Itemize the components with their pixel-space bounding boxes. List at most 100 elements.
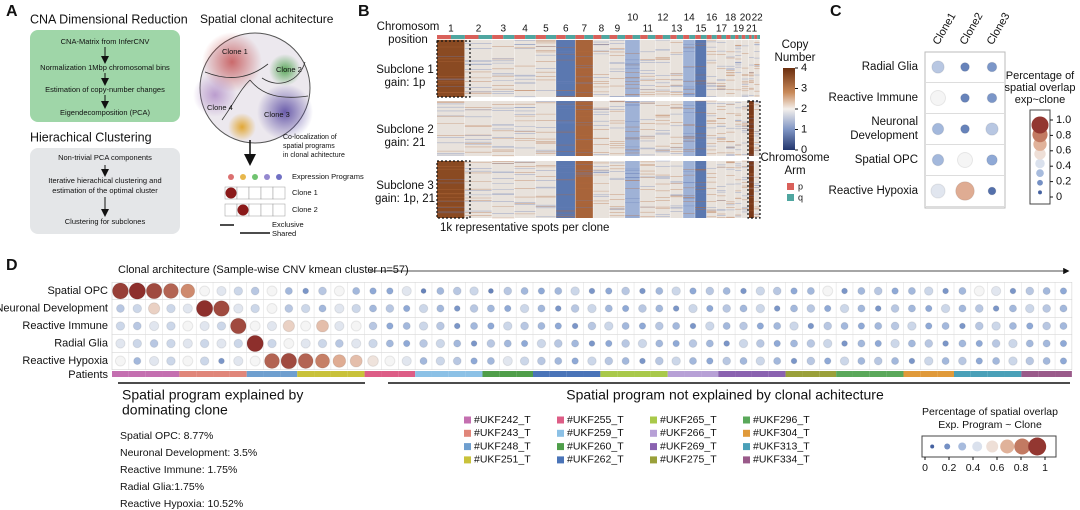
patient-strip bbox=[196, 371, 214, 377]
dot bbox=[266, 303, 278, 314]
dot bbox=[1009, 287, 1017, 295]
legend-label: #UKF251_T bbox=[474, 454, 531, 466]
dot bbox=[369, 287, 377, 295]
legend-swatch bbox=[650, 429, 657, 437]
exclusive-label: Exclusive bbox=[272, 220, 304, 229]
dot bbox=[991, 321, 1001, 331]
dot bbox=[418, 303, 429, 314]
dot bbox=[723, 340, 731, 347]
arm-p bbox=[726, 35, 731, 39]
dot bbox=[1042, 356, 1051, 366]
dot bbox=[873, 356, 883, 366]
dot bbox=[132, 303, 143, 314]
dot bbox=[839, 303, 850, 314]
colorbar-tick-label: 0 bbox=[1056, 191, 1062, 203]
dot bbox=[924, 339, 934, 348]
row-label: Clone 2 bbox=[292, 205, 318, 214]
heatmap-region bbox=[735, 161, 742, 218]
dot bbox=[806, 339, 816, 348]
step: Eigendecomposition (PCA) bbox=[60, 108, 151, 117]
chromosome-label: 13 bbox=[671, 24, 683, 35]
colorbar-dot bbox=[1038, 190, 1042, 195]
dot bbox=[537, 321, 546, 331]
heatmap-region bbox=[609, 161, 626, 218]
programs-label: Expression Programs bbox=[292, 172, 364, 181]
arm-p bbox=[640, 35, 648, 39]
patient-strip bbox=[751, 371, 769, 377]
dot bbox=[890, 338, 900, 349]
patient-strip bbox=[566, 371, 584, 377]
dot bbox=[216, 321, 227, 331]
patient-strip bbox=[499, 371, 517, 377]
dot bbox=[639, 287, 646, 295]
dot bbox=[487, 287, 494, 295]
colorbar-tick-label: 0.4 bbox=[1056, 160, 1071, 172]
dot bbox=[621, 304, 630, 313]
colorbar-tick-label: 0.8 bbox=[1056, 129, 1071, 141]
dot bbox=[841, 340, 848, 347]
subclone-name: Subclone 3 bbox=[376, 180, 434, 192]
colorbar-title: Exp. Program ~ Clone bbox=[938, 419, 1042, 431]
dot bbox=[931, 122, 945, 136]
dot bbox=[453, 322, 461, 330]
dot bbox=[957, 152, 973, 168]
dot bbox=[317, 338, 328, 349]
dot bbox=[789, 339, 799, 348]
chromosome-label: 18 bbox=[725, 13, 737, 24]
row-label: Reactive Immune bbox=[22, 320, 108, 332]
legend-swatch bbox=[557, 416, 564, 424]
clone-boundary bbox=[204, 61, 309, 121]
row-label: Radial Glia bbox=[861, 61, 918, 73]
patient-strip bbox=[650, 371, 668, 377]
arm-p bbox=[735, 35, 739, 39]
dot bbox=[874, 305, 882, 312]
dot bbox=[992, 356, 1001, 366]
dot bbox=[554, 322, 563, 330]
dot bbox=[1059, 321, 1068, 331]
heatmap-region bbox=[556, 101, 576, 156]
colorbar-dot bbox=[1037, 179, 1043, 186]
legend-swatch bbox=[743, 456, 750, 464]
row-label: Spatial OPC bbox=[854, 154, 918, 166]
legend-swatch bbox=[557, 456, 564, 464]
dot bbox=[705, 321, 715, 331]
row-label: Reactive Hypoxia bbox=[22, 355, 108, 367]
dot bbox=[536, 356, 546, 366]
chromosome-label: 20 bbox=[740, 13, 752, 24]
dot bbox=[149, 339, 159, 348]
dot bbox=[773, 356, 782, 366]
section-title: Spatial clonal achitecture bbox=[200, 12, 334, 26]
arm-p bbox=[625, 35, 633, 39]
patient-strip bbox=[465, 371, 483, 377]
dot bbox=[1042, 321, 1052, 331]
dot bbox=[503, 286, 513, 296]
patient-strip bbox=[735, 371, 752, 377]
dot bbox=[621, 286, 631, 296]
arm-p bbox=[670, 35, 677, 39]
dot bbox=[213, 300, 230, 317]
dot bbox=[740, 287, 747, 295]
dot bbox=[790, 357, 798, 365]
dot bbox=[931, 153, 945, 167]
legend-swatch bbox=[743, 429, 750, 437]
dot bbox=[470, 340, 478, 347]
gain-box bbox=[747, 100, 761, 219]
dot bbox=[654, 321, 664, 331]
panel-letter: D bbox=[6, 257, 18, 274]
patient-strip bbox=[162, 371, 180, 377]
dot bbox=[115, 338, 126, 349]
arm-swatch bbox=[787, 183, 794, 190]
dot bbox=[604, 304, 613, 313]
dot bbox=[807, 322, 815, 330]
dot bbox=[789, 304, 799, 313]
dot bbox=[603, 321, 614, 331]
dot bbox=[195, 299, 214, 318]
heatmap-region bbox=[706, 101, 717, 156]
dot bbox=[941, 356, 950, 366]
colorbar-dot bbox=[972, 441, 983, 452]
dot bbox=[958, 339, 967, 348]
arm-p bbox=[593, 35, 602, 39]
heatmap-region bbox=[464, 101, 493, 156]
dot bbox=[756, 322, 765, 330]
legend-label: #UKF269_T bbox=[660, 440, 717, 452]
